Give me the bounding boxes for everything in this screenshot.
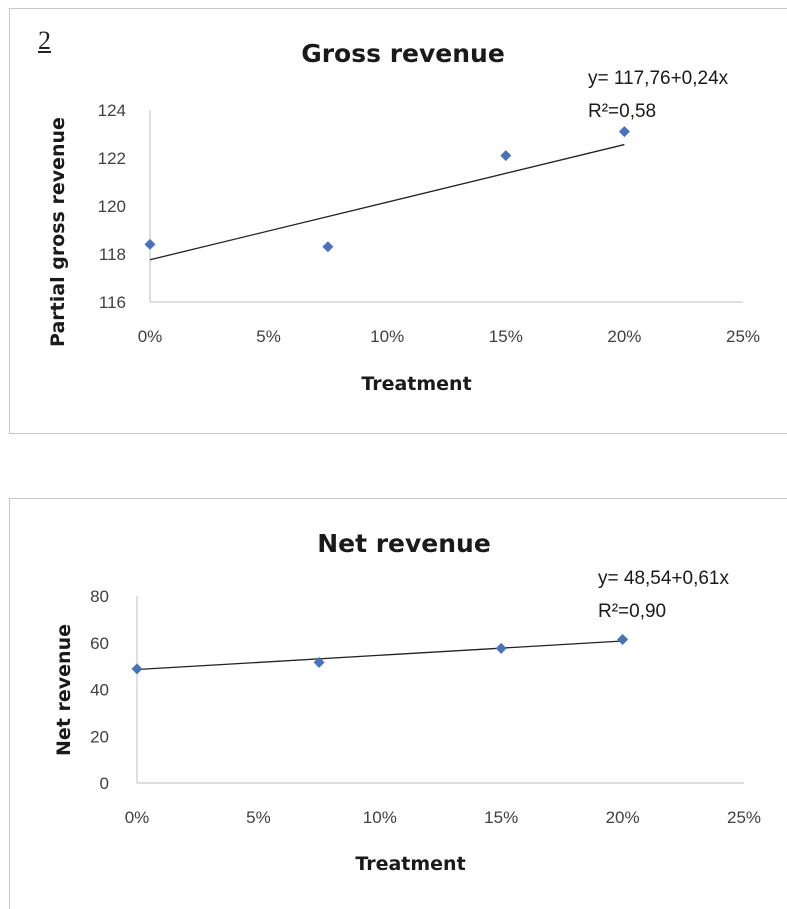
- trendline: [136, 640, 623, 671]
- y-tick-label: 80: [90, 587, 109, 606]
- net-revenue-chart: Net revenue 0 20 40 60 80 0% 5% 10% 15% 20% 25% Trea…: [53, 529, 761, 875]
- data-point: [322, 241, 334, 253]
- gross-revenue-panel: 2 Gross revenue 116 118 120 122 124 0% 5% 10% 15%…: [0, 0, 787, 434]
- net-revenue-panel: Net revenue 0 20 40 60 80 0% 5% 10% 15% 20% 25% Trea…: [0, 490, 787, 909]
- trendline: [149, 143, 625, 261]
- x-tick-label: 10%: [370, 327, 404, 346]
- r-squared-label: R²=0,90: [598, 601, 666, 622]
- data-point: [495, 642, 507, 654]
- x-tick-label: 25%: [726, 327, 760, 346]
- x-tick-label: 25%: [727, 808, 761, 827]
- y-tick-label: 122: [98, 149, 126, 168]
- x-tick-label: 5%: [246, 808, 271, 827]
- data-point: [313, 656, 325, 668]
- chart-title: Gross revenue: [301, 39, 505, 68]
- y-axis-label: Net revenue: [53, 624, 75, 756]
- data-point: [500, 150, 512, 162]
- data-point: [144, 238, 156, 250]
- x-tick-label: 5%: [256, 327, 281, 346]
- x-tick-label: 0%: [125, 808, 150, 827]
- chart-frame: [9, 498, 787, 909]
- y-tick-label: 20: [90, 727, 109, 746]
- r-squared-label: R²=0,58: [588, 101, 656, 122]
- x-tick-label: 15%: [489, 327, 523, 346]
- y-tick-label: 60: [90, 634, 109, 653]
- panel-number: 2: [38, 26, 51, 55]
- y-axis-label: Partial gross revenue: [47, 117, 69, 347]
- x-tick-label: 20%: [607, 327, 641, 346]
- x-axis-label: Treatment: [361, 373, 471, 395]
- y-tick-label: 120: [98, 197, 126, 216]
- x-tick-label: 0%: [138, 327, 163, 346]
- trendline-equation: y= 48,54+0,61x: [598, 568, 729, 589]
- gross-revenue-chart: Gross revenue 116 118 120 122 124 0% 5% 10% 15% 20…: [47, 39, 760, 395]
- x-tick-label: 15%: [484, 808, 518, 827]
- x-tick-label: 20%: [606, 808, 640, 827]
- chart-frame: [9, 8, 787, 434]
- y-tick-label: 116: [99, 293, 126, 312]
- x-tick-label: 10%: [363, 808, 397, 827]
- y-tick-label: 118: [99, 245, 126, 264]
- y-tick-label: 124: [98, 101, 126, 120]
- data-point: [131, 663, 143, 675]
- y-tick-label: 40: [90, 681, 109, 700]
- data-point: [617, 633, 629, 645]
- y-tick-label: 0: [100, 774, 109, 793]
- chart-title: Net revenue: [317, 529, 491, 558]
- data-point: [618, 126, 630, 138]
- x-axis-label: Treatment: [355, 853, 465, 875]
- trendline-equation: y= 117,76+0,24x: [588, 68, 729, 89]
